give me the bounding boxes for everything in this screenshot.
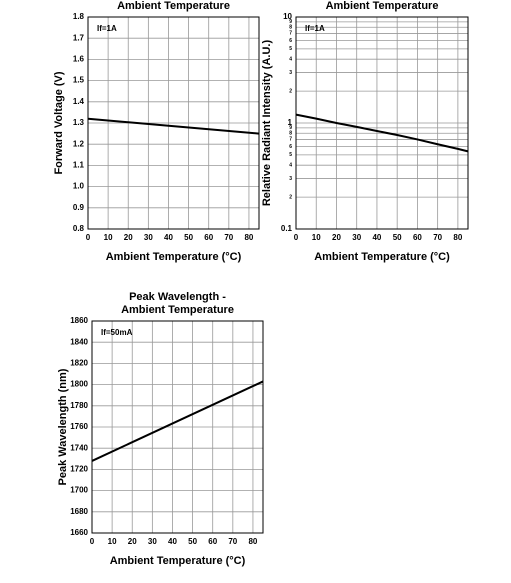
y-tick-label: 0.8 [73,224,85,233]
x-tick-label: 10 [108,537,117,546]
x-tick-label: 30 [352,233,361,242]
y-tick-label: 1.6 [73,55,85,64]
x-tick-label: 60 [208,537,217,546]
plot-border [91,320,264,534]
y-axis-label: Relative Radiant Intensity (A.U.) [261,40,273,207]
y-tick-label: 1.5 [73,76,85,85]
y-tick-label: 0.1 [281,224,293,233]
x-tick-label: 70 [224,233,233,242]
x-tick-label: 60 [413,233,422,242]
x-tick-label: 50 [188,537,197,546]
y-tick-label: 5 [289,152,292,158]
y-tick-label: 9 [289,125,292,131]
x-tick-label: 80 [244,233,253,242]
annotation: If=1A [305,24,325,33]
x-tick-label: 0 [294,233,299,242]
x-tick-label: 70 [228,537,237,546]
y-tick-label: 1.0 [73,182,85,191]
y-tick-label: 6 [289,144,292,150]
x-tick-label: 0 [86,233,91,242]
y-tick-label: 4 [289,57,292,63]
y-tick-label: 1720 [70,465,88,474]
x-tick-label: 10 [104,233,113,242]
x-axis-label: Ambient Temperature (°C) [106,251,242,263]
y-tick-label: 1.4 [73,97,85,106]
y-tick-label: 2 [289,194,292,200]
y-tick-label: 1740 [70,443,88,452]
y-tick-label: 3 [289,70,292,76]
x-tick-label: 10 [312,233,321,242]
annotation: If=1A [97,24,117,33]
x-tick-label: 50 [393,233,402,242]
y-tick-label: 1.2 [73,139,85,148]
annotation: If=50mA [101,328,133,337]
y-tick-label: 7 [289,31,292,37]
y-tick-label: 0.9 [73,203,85,212]
chart-title: Ambient Temperature [117,0,230,12]
y-tick-label: 9 [289,19,292,25]
x-tick-label: 30 [144,233,153,242]
y-tick-label: 1660 [70,528,88,537]
data-line [87,117,260,135]
y-tick-label: 1.7 [73,33,85,42]
x-tick-label: 50 [184,233,193,242]
y-tick-label: 1800 [70,380,88,389]
x-tick-label: 20 [128,537,137,546]
y-axis-label: Forward Voltage (V) [53,71,65,174]
chart-title: Ambient Temperature [326,0,439,12]
y-tick-label: 1820 [70,359,88,368]
y-tick-label: 1760 [70,422,88,431]
x-tick-label: 80 [453,233,462,242]
y-tick-label: 1860 [70,316,88,325]
y-tick-label: 3 [289,176,292,182]
chart-title: Ambient Temperature [121,304,234,316]
y-tick-label: 1840 [70,337,88,346]
y-tick-label: 10 [283,12,292,21]
data-line [295,113,469,153]
plot-border [295,16,469,230]
y-tick-label: 8 [289,25,292,31]
x-tick-label: 40 [372,233,381,242]
y-tick-label: 1.1 [73,161,85,170]
x-tick-label: 20 [124,233,133,242]
data-line [91,380,264,462]
x-axis-label: Ambient Temperature (°C) [314,251,450,263]
x-tick-label: 40 [168,537,177,546]
plot-border [87,16,260,230]
y-tick-label: 1.8 [73,12,85,21]
y-tick-label: 1.3 [73,118,85,127]
x-tick-label: 80 [248,537,257,546]
y-tick-label: 6 [289,38,292,44]
y-tick-label: 2 [289,88,292,94]
y-tick-label: 1680 [70,507,88,516]
chart-title: Peak Wavelength - [129,291,226,303]
y-tick-label: 1700 [70,486,88,495]
x-tick-label: 60 [204,233,213,242]
y-tick-label: 8 [289,131,292,137]
y-tick-label: 1780 [70,401,88,410]
x-tick-label: 40 [164,233,173,242]
x-tick-label: 30 [148,537,157,546]
y-tick-label: 4 [289,163,292,169]
y-tick-label: 7 [289,137,292,143]
x-tick-label: 20 [332,233,341,242]
y-tick-label: 5 [289,46,292,52]
x-tick-label: 70 [433,233,442,242]
x-tick-label: 0 [90,537,95,546]
x-axis-label: Ambient Temperature (°C) [110,555,246,567]
y-axis-label: Peak Wavelength (nm) [57,368,69,485]
y-tick-label: 1 [288,118,293,127]
